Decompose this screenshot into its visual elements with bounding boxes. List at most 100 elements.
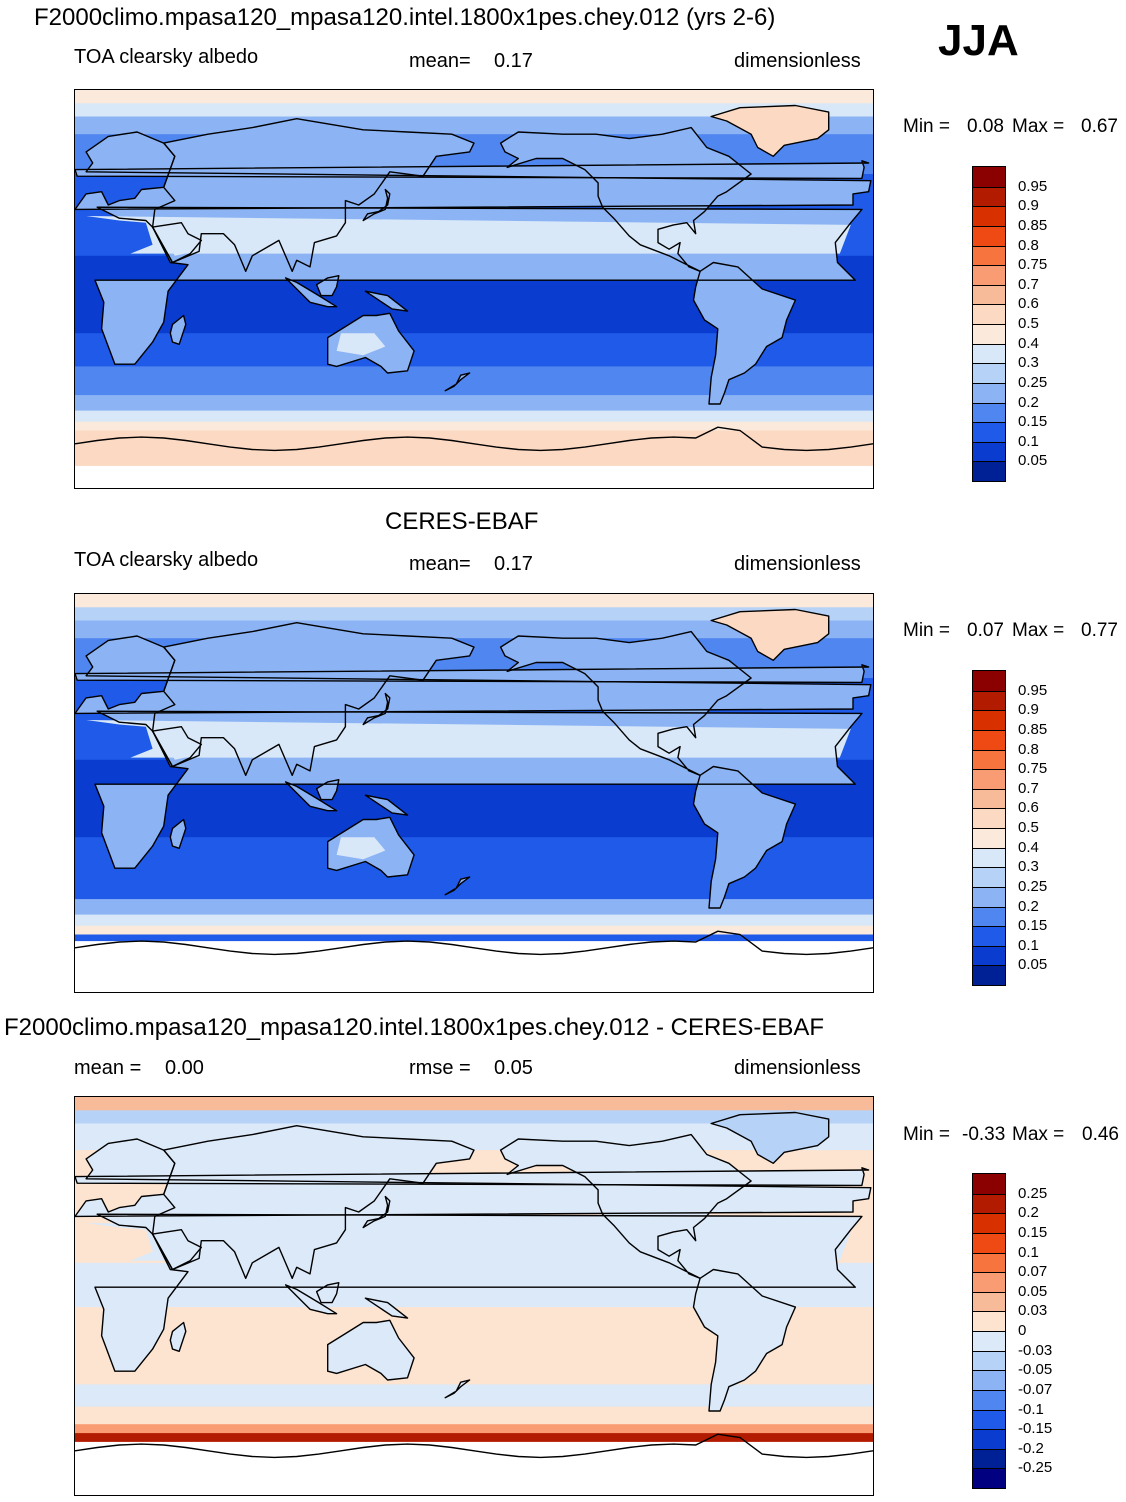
colorbar-labels: 0.95 0.9 0.85 0.8 0.75 0.7 0.6 0.5 0.4 0.3 0.25 0.2… [1018,670,1118,984]
colorbar-swatch [973,828,1005,848]
variable-label: TOA clearsky albedo [74,549,259,571]
colorbar-swatch [973,1409,1005,1430]
coastline-japan [362,188,391,222]
colorbar-tick-label: 0.85 [1018,216,1048,234]
colorbar-swatch [973,1429,1005,1450]
mean-value: 0.00 [165,1057,204,1079]
colorbar-swatch [973,265,1005,286]
colorbar-tick-label: 0.95 [1018,681,1048,699]
min-label: Min = [903,116,950,137]
coastline-newzealand [444,876,471,896]
land-greenland [711,105,829,157]
field-band [75,103,873,118]
colorbar-divider [973,847,1005,849]
coastline-indonesia [284,277,338,308]
field-band [75,870,873,900]
land-northAmerica [500,1134,752,1279]
max-label: Max = [1012,116,1065,137]
colorbar-tick-label: -0.2 [1018,1439,1044,1457]
mean-value: 0.17 [494,553,533,575]
colorbar-tick-label: 0.1 [1018,432,1039,450]
coastline-madagascar [169,818,187,849]
colorbar-divider [973,1389,1005,1391]
colorbar-swatch [973,769,1005,790]
coastline-uk [75,1167,870,1187]
coastline-antarctica [75,426,873,452]
colorbar-tick-label: -0.05 [1018,1361,1053,1379]
max-value: 0.67 [1081,116,1118,137]
season-label: JJA [938,16,1019,65]
land-newguinea [365,291,408,312]
field-band [75,607,873,622]
colorbar-tick-label: 0.1 [1018,1243,1039,1261]
colorbar-tick-label: -0.1 [1018,1400,1044,1418]
colorbar-swatch [973,1370,1005,1391]
colorbar-divider [973,441,1005,443]
coastline-borneo [315,275,340,297]
colorbar-swatch [973,382,1005,403]
colorbar-swatch [973,1331,1005,1351]
land-madagascar [170,819,186,849]
colorbar-swatch [973,225,1005,246]
colorbar-tick-label: 0.07 [1018,1263,1048,1281]
colorbar-divider [973,1331,1005,1332]
min-value: -0.33 [962,1124,1006,1145]
colorbar-divider [973,1448,1005,1450]
colorbar-tick-label: 0.7 [1018,779,1039,797]
colorbar-tick-label: 0.15 [1018,1223,1048,1241]
land-newguinea [365,1298,408,1319]
max-label: Max = [1012,620,1065,641]
field-band [75,934,873,942]
field-band [75,925,873,936]
units-label: dimensionless [734,50,861,72]
min-label: Min = [903,620,950,641]
colorbar-tick-label: 0.6 [1018,799,1039,817]
colorbar-divider [973,265,1005,267]
colorbar-divider [973,690,1005,692]
colorbar-divider [973,1193,1005,1195]
colorbar-divider [973,245,1005,247]
colorbar-divider [973,1468,1005,1470]
colorbar-swatch [973,671,1005,691]
desert-region [336,333,386,356]
field-band [75,366,873,396]
colorbar-swatch [973,186,1005,207]
colorbar-swatch [973,1291,1005,1312]
colorbar-tick-label: 0.2 [1018,1204,1039,1222]
coastline-europe [75,131,872,211]
map-difference [74,1096,874,1496]
colorbar-divider [973,1311,1005,1313]
colorbar-tick-label: 0.9 [1018,197,1039,215]
colorbar-divider [973,422,1005,424]
map-obs [74,593,874,993]
colorbar-tick-label: 0.25 [1018,877,1048,895]
colorbar-swatch [973,906,1005,927]
field-band [75,1441,873,1495]
desert-region [336,837,386,860]
field-band [75,914,873,927]
units-label: dimensionless [734,553,861,575]
colorbar-tick-label: 0.05 [1018,1282,1048,1300]
coastline-borneo [315,1282,340,1304]
colorbar-swatch [973,926,1005,947]
min-value: 0.08 [967,116,1004,137]
coastline-europe [75,1138,872,1218]
colorbar-divider [973,382,1005,384]
coastline-southAmerica [692,261,797,405]
colorbar-swatch [973,245,1005,266]
colorbar-swatch [973,847,1005,868]
colorbar [972,166,1006,482]
colorbar-divider [973,1213,1005,1215]
rmse-label: rmse = [409,1057,471,1079]
colorbar-tick-label: 0.05 [1018,452,1048,470]
colorbar-swatch [973,304,1005,325]
land-greenland [711,1112,829,1164]
colorbar-swatch [973,284,1005,305]
field-band [75,421,873,432]
panel-title: F2000climo.mpasa120_mpasa120.intel.1800x… [4,1014,825,1041]
desert-region [336,1340,386,1363]
field-band [75,1384,873,1408]
colorbar-swatch [973,461,1005,482]
colorbar-swatch [973,363,1005,384]
field-band [75,594,873,608]
